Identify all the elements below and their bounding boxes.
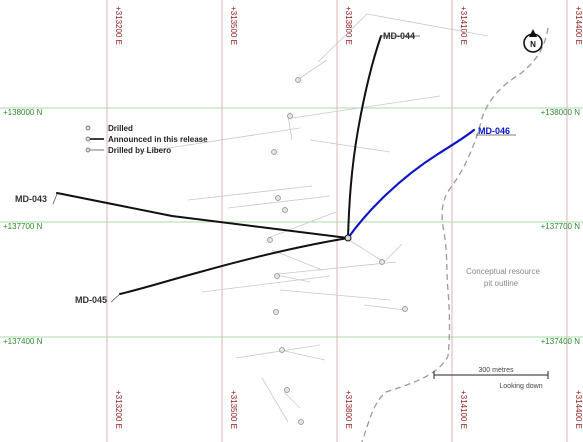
drill-trace bbox=[287, 115, 293, 141]
drill-collar bbox=[402, 306, 408, 312]
legend: Drilled Announced in this release Drille… bbox=[85, 124, 208, 155]
legend-label-drilled: Drilled bbox=[108, 124, 133, 133]
drill-trace bbox=[267, 211, 337, 239]
drill-trace bbox=[279, 349, 326, 361]
easting-label-top: +314100 E bbox=[459, 6, 468, 45]
label-leaders bbox=[52, 35, 516, 303]
drill-trace bbox=[201, 275, 331, 293]
drill-collar bbox=[271, 149, 277, 155]
drill-trace bbox=[363, 304, 406, 311]
pit-outline-label: Conceptual resource bbox=[466, 267, 540, 276]
label-md-044: MD-044 bbox=[383, 31, 415, 41]
northing-label-right: +138000 N bbox=[541, 108, 581, 117]
scale-bar bbox=[433, 371, 549, 379]
drill-collar bbox=[282, 207, 288, 213]
drill-trace bbox=[275, 274, 311, 283]
leader-md-043 bbox=[52, 193, 58, 205]
hole-trace-md-045 bbox=[119, 237, 349, 295]
easting-label-top: +313500 E bbox=[229, 6, 238, 45]
drill-trace bbox=[235, 344, 321, 359]
legend-symbol-libero bbox=[85, 147, 91, 153]
easting-label-bottom: +313800 E bbox=[344, 390, 353, 429]
easting-label-top: +314400 E bbox=[574, 6, 583, 45]
north-arrow-icon: N bbox=[523, 29, 543, 53]
collar-md-043-045 bbox=[344, 234, 352, 242]
drill-collar bbox=[298, 419, 304, 425]
legend-label-announced: Announced in this release bbox=[108, 135, 208, 144]
drill-collar bbox=[379, 259, 385, 265]
northing-label-right: +137400 N bbox=[541, 337, 581, 346]
easting-label-bottom: +314100 E bbox=[459, 390, 468, 429]
drill-trace bbox=[291, 95, 441, 119]
drill-trace bbox=[366, 13, 489, 37]
easting-label-top: +313200 E bbox=[114, 6, 123, 45]
label-md-046: MD-046 bbox=[478, 126, 510, 136]
hole-trace-md-043 bbox=[56, 192, 349, 239]
hole-trace-md-044 bbox=[347, 35, 382, 239]
view-direction-label: Looking down bbox=[499, 383, 542, 390]
drill-trace bbox=[271, 249, 323, 271]
drill-collar bbox=[274, 273, 280, 279]
drill-trace bbox=[277, 261, 397, 275]
easting-label-top: +313800 E bbox=[344, 6, 353, 45]
easting-label-bottom: +314400 E bbox=[574, 390, 583, 429]
drilled-collars bbox=[267, 77, 408, 425]
northing-label-left: +138000 N bbox=[3, 108, 43, 117]
easting-label-bottom: +313500 E bbox=[229, 390, 238, 429]
scale-bar-label: 300 metres bbox=[478, 367, 514, 374]
northing-label-left: +137700 N bbox=[3, 222, 43, 231]
legend-label-libero: Drilled by Libero bbox=[108, 146, 171, 155]
drill-collar bbox=[284, 387, 290, 393]
drill-collar bbox=[267, 237, 273, 243]
drill-trace bbox=[187, 185, 313, 201]
drill-trace bbox=[227, 195, 331, 209]
hole-trace-md-046 bbox=[346, 128, 476, 240]
northing-label-right: +137700 N bbox=[541, 222, 581, 231]
drill-trace bbox=[141, 127, 301, 153]
leader-md-045 bbox=[110, 293, 121, 303]
drill-collar bbox=[295, 77, 301, 83]
north-arrow-letter: N bbox=[530, 40, 536, 49]
drill-trace bbox=[383, 243, 403, 263]
drill-trace bbox=[317, 13, 368, 63]
label-md-045: MD-045 bbox=[75, 295, 107, 305]
drill-trace bbox=[309, 139, 391, 153]
drill-trace bbox=[299, 59, 328, 79]
drill-collar bbox=[275, 195, 281, 201]
easting-label-bottom: +313200 E bbox=[114, 390, 123, 429]
drill-collar bbox=[273, 309, 279, 315]
announced-holes bbox=[56, 35, 476, 295]
drill-trace bbox=[283, 391, 301, 409]
pit-outline-label: pit outline bbox=[484, 279, 519, 288]
northing-label-left: +137400 N bbox=[3, 337, 43, 346]
drill-trace bbox=[345, 237, 385, 263]
pit-outline bbox=[361, 27, 549, 442]
legend-symbol-drilled bbox=[85, 125, 91, 131]
drilled-hole-traces bbox=[141, 13, 489, 423]
label-md-043: MD-043 bbox=[15, 194, 47, 204]
easting-grid-lines bbox=[106, 0, 568, 442]
drill-collar bbox=[287, 113, 293, 119]
drill-collar bbox=[279, 347, 285, 353]
drill-trace bbox=[261, 377, 289, 423]
drill-trace bbox=[279, 289, 391, 301]
legend-symbol-announced bbox=[85, 136, 91, 142]
